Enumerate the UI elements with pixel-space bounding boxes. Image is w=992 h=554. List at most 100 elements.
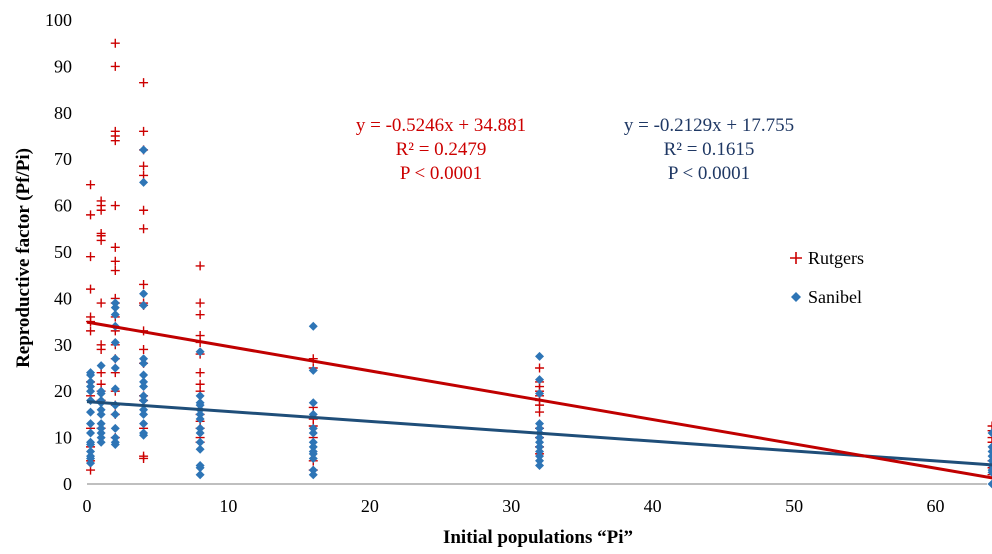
sanibel-point	[195, 409, 205, 419]
rutgers-point	[110, 61, 120, 71]
sanibel-point	[110, 303, 120, 313]
sanibel-point	[110, 423, 120, 433]
sanibel-point	[535, 389, 545, 399]
x-axis-title: Initial populations “Pi”	[443, 527, 633, 548]
sanibel-point	[535, 433, 545, 443]
sanibel-point	[96, 437, 106, 447]
rutgers-point	[139, 126, 149, 136]
rutgers-point	[86, 326, 96, 336]
sanibel-point	[535, 442, 545, 452]
rutgers-point	[987, 470, 992, 480]
sanibel-point	[139, 289, 149, 299]
rutgers-point	[86, 284, 96, 294]
rutgers-equation: y = -0.5246x + 34.881 R² = 0.2479 P < 0.…	[356, 115, 526, 184]
sanibel-point	[139, 358, 149, 368]
rutgers-point	[987, 437, 992, 447]
sanibel-point	[86, 458, 96, 468]
sanibel-point	[535, 447, 545, 457]
sanibel-point	[535, 451, 545, 461]
sanibel-point	[308, 423, 318, 433]
sanibel-point	[86, 428, 96, 438]
sanibel-point	[139, 391, 149, 401]
rutgers-point	[195, 368, 205, 378]
sanibel-point	[535, 437, 545, 447]
rutgers-point	[195, 310, 205, 320]
legend-sanibel-marker	[791, 292, 801, 302]
sanibel-point	[139, 377, 149, 387]
sanibel-point	[110, 433, 120, 443]
sanibel-point	[86, 407, 96, 417]
rutgers-equation-line-3: P < 0.0001	[400, 163, 482, 184]
legend-rutgers-label: Rutgers	[808, 248, 864, 268]
rutgers-point	[139, 344, 149, 354]
y-tick-label: 50	[54, 242, 72, 262]
sanibel-point	[110, 409, 120, 419]
sanibel-point	[195, 428, 205, 438]
x-tick-label: 30	[502, 496, 520, 516]
x-tick-label: 10	[219, 496, 237, 516]
rutgers-point	[96, 235, 106, 245]
sanibel-point	[195, 437, 205, 447]
sanibel-point	[96, 409, 106, 419]
sanibel-point	[308, 428, 318, 438]
x-tick-label: 0	[83, 496, 92, 516]
y-tick-label: 0	[63, 474, 72, 494]
rutgers-trend-line	[86, 320, 992, 480]
sanibel-point	[96, 433, 106, 443]
rutgers-point	[139, 279, 149, 289]
sanibel-point	[96, 405, 106, 415]
sanibel-point	[195, 463, 205, 473]
sanibel-point	[987, 467, 992, 477]
sanibel-point	[110, 384, 120, 394]
sanibel-point	[987, 479, 992, 489]
rutgers-point	[195, 261, 205, 271]
rutgers-point	[139, 453, 149, 463]
x-tick-label: 50	[785, 496, 803, 516]
rutgers-point	[987, 463, 992, 473]
sanibel-point	[308, 449, 318, 459]
sanibel-point	[86, 447, 96, 457]
rutgers-point	[110, 201, 120, 211]
rutgers-point	[86, 210, 96, 220]
rutgers-point	[110, 38, 120, 48]
sanibel-point	[110, 310, 120, 320]
sanibel-point	[308, 437, 318, 447]
sanibel-point	[308, 465, 318, 475]
sanibel-point	[139, 370, 149, 380]
sanibel-point	[86, 419, 96, 429]
rutgers-point	[987, 426, 992, 436]
sanibel-equation-line-3: P < 0.0001	[668, 163, 750, 184]
sanibel-point	[86, 386, 96, 396]
sanibel-point	[139, 430, 149, 440]
sanibel-point	[195, 423, 205, 433]
rutgers-point	[96, 205, 106, 215]
y-tick-label: 60	[54, 196, 72, 216]
sanibel-point	[195, 400, 205, 410]
sanibel-point	[139, 354, 149, 364]
sanibel-point	[110, 440, 120, 450]
rutgers-point	[86, 252, 96, 262]
sanibel-point	[139, 145, 149, 155]
sanibel-point	[139, 300, 149, 310]
rutgers-equation-line-1: y = -0.5246x + 34.881	[356, 115, 526, 136]
x-tick-label: 60	[927, 496, 945, 516]
rutgers-point	[86, 180, 96, 190]
rutgers-point	[987, 433, 992, 443]
y-tick-label: 20	[54, 381, 72, 401]
sanibel-point	[110, 363, 120, 373]
sanibel-point	[195, 470, 205, 480]
sanibel-point	[139, 382, 149, 392]
y-tick-label: 10	[54, 428, 72, 448]
legend: Rutgers Sanibel	[790, 248, 864, 307]
rutgers-point	[96, 344, 106, 354]
rutgers-equation-line-2: R² = 0.2479	[396, 139, 487, 160]
sanibel-point	[535, 351, 545, 361]
sanibel-point	[139, 409, 149, 419]
sanibel-point	[308, 453, 318, 463]
rutgers-point	[139, 224, 149, 234]
rutgers-point	[110, 266, 120, 276]
rutgers-point	[139, 205, 149, 215]
rutgers-point	[987, 421, 992, 431]
legend-sanibel-label: Sanibel	[808, 287, 862, 307]
y-tick-label: 70	[54, 149, 72, 169]
